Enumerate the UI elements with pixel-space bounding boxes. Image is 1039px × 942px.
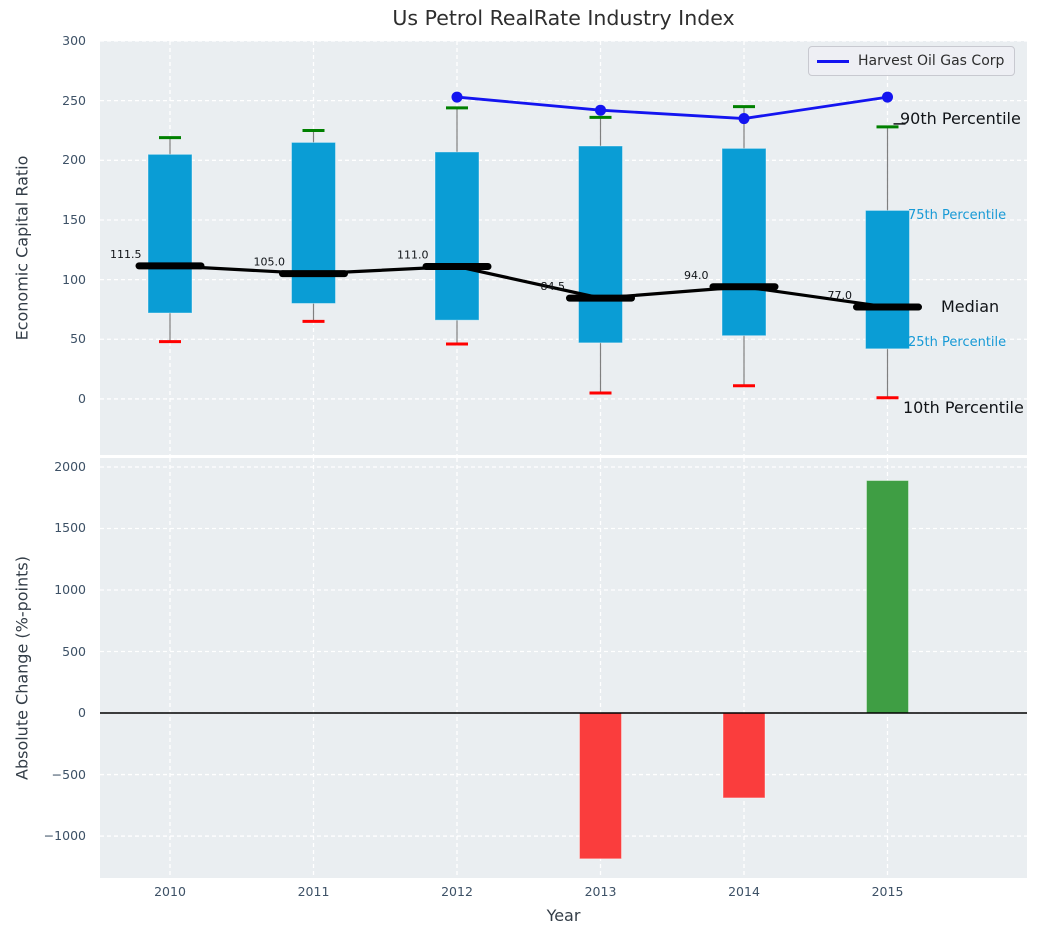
legend-label: Harvest Oil Gas Corp: [858, 53, 1005, 69]
legend: Harvest Oil Gas Corp: [808, 46, 1016, 76]
legend-line-swatch: [817, 59, 849, 63]
annotation-25th-percentile: 25th Percentile: [908, 335, 1007, 350]
harvest-marker: [595, 104, 606, 116]
top-y-tick-label: 100: [62, 271, 86, 287]
top-y-axis-label: Economic Capital Ratio: [12, 155, 32, 341]
change-bar-2015: [866, 480, 909, 714]
boxplot-group-2010: [147, 136, 193, 344]
median-value-label: 105.0: [254, 256, 286, 269]
median-value-label: 77.0: [828, 289, 853, 302]
iqr-box: [291, 141, 336, 304]
bottom-y-tick-label: 1500: [54, 520, 86, 536]
median-value-label: 111.5: [110, 248, 142, 261]
bottom-axes: [100, 458, 1027, 878]
x-axis-label: Year: [546, 906, 581, 925]
top-axes: 111.5 105.0 111.0 84.5 94.0 77.0: [100, 41, 1027, 455]
x-tick-label: 2014: [728, 884, 760, 899]
bottom-y-tick-label: −1000: [43, 828, 86, 844]
top-y-tick-label: 50: [70, 331, 86, 347]
change-bar-2014: [722, 712, 766, 799]
bottom-y-tick-label: 500: [62, 643, 86, 659]
harvest-marker: [738, 113, 750, 125]
annotation-90th-percentile: 90th Percentile: [900, 109, 1021, 128]
median-value-label: 84.5: [541, 280, 566, 293]
harvest-marker: [451, 91, 463, 103]
top-y-tick-label: 150: [62, 211, 86, 227]
x-tick-label: 2013: [584, 884, 617, 899]
boxplot-group-2012: [434, 106, 480, 346]
median-trend-line: [169, 264, 888, 309]
annotation-75th-percentile: 75th Percentile: [908, 208, 1007, 223]
x-tick-label: 2011: [297, 884, 330, 899]
boxplot-group-2011: [291, 128, 336, 323]
change-bar-2013: [579, 712, 622, 860]
top-y-tick-label: 300: [62, 33, 86, 48]
bottom-y-tick-label: 0: [78, 705, 86, 721]
x-tick-label: 2010: [154, 884, 186, 899]
x-tick-label: 2015: [871, 884, 904, 899]
chart-title: Us Petrol RealRate Industry Index: [392, 6, 735, 30]
harvest-line: [456, 95, 888, 120]
bottom-y-tick-label: 2000: [54, 458, 86, 474]
median-value-label: 94.0: [684, 269, 709, 282]
top-y-tick-label: 250: [62, 92, 86, 108]
top-y-tick-label: 0: [78, 390, 86, 406]
top-y-tick-label: 200: [62, 152, 86, 168]
annotation-10th-percentile: 10th Percentile: [903, 398, 1024, 417]
boxplot-group-2015: [865, 125, 910, 400]
boxplot-group-2013: [578, 115, 623, 395]
iqr-box: [865, 209, 910, 350]
iqr-box: [434, 151, 480, 321]
change-bar-chart: [100, 458, 1027, 878]
bottom-y-tick-label: 1000: [54, 582, 86, 597]
x-tick-label: 2012: [441, 884, 473, 899]
iqr-box: [147, 153, 193, 314]
harvest-marker: [882, 91, 893, 103]
bottom-y-axis-label: Absolute Change (%-points): [12, 556, 32, 780]
bottom-y-tick-label: −500: [51, 766, 86, 782]
boxplot-chart: 111.5 105.0 111.0 84.5 94.0 77.0: [100, 41, 1027, 455]
iqr-box: [578, 145, 623, 344]
boxplot-group-2014: [721, 105, 767, 388]
median-value-label: 111.0: [397, 248, 429, 261]
iqr-box: [721, 147, 767, 337]
annotation-median: Median: [941, 297, 1000, 316]
